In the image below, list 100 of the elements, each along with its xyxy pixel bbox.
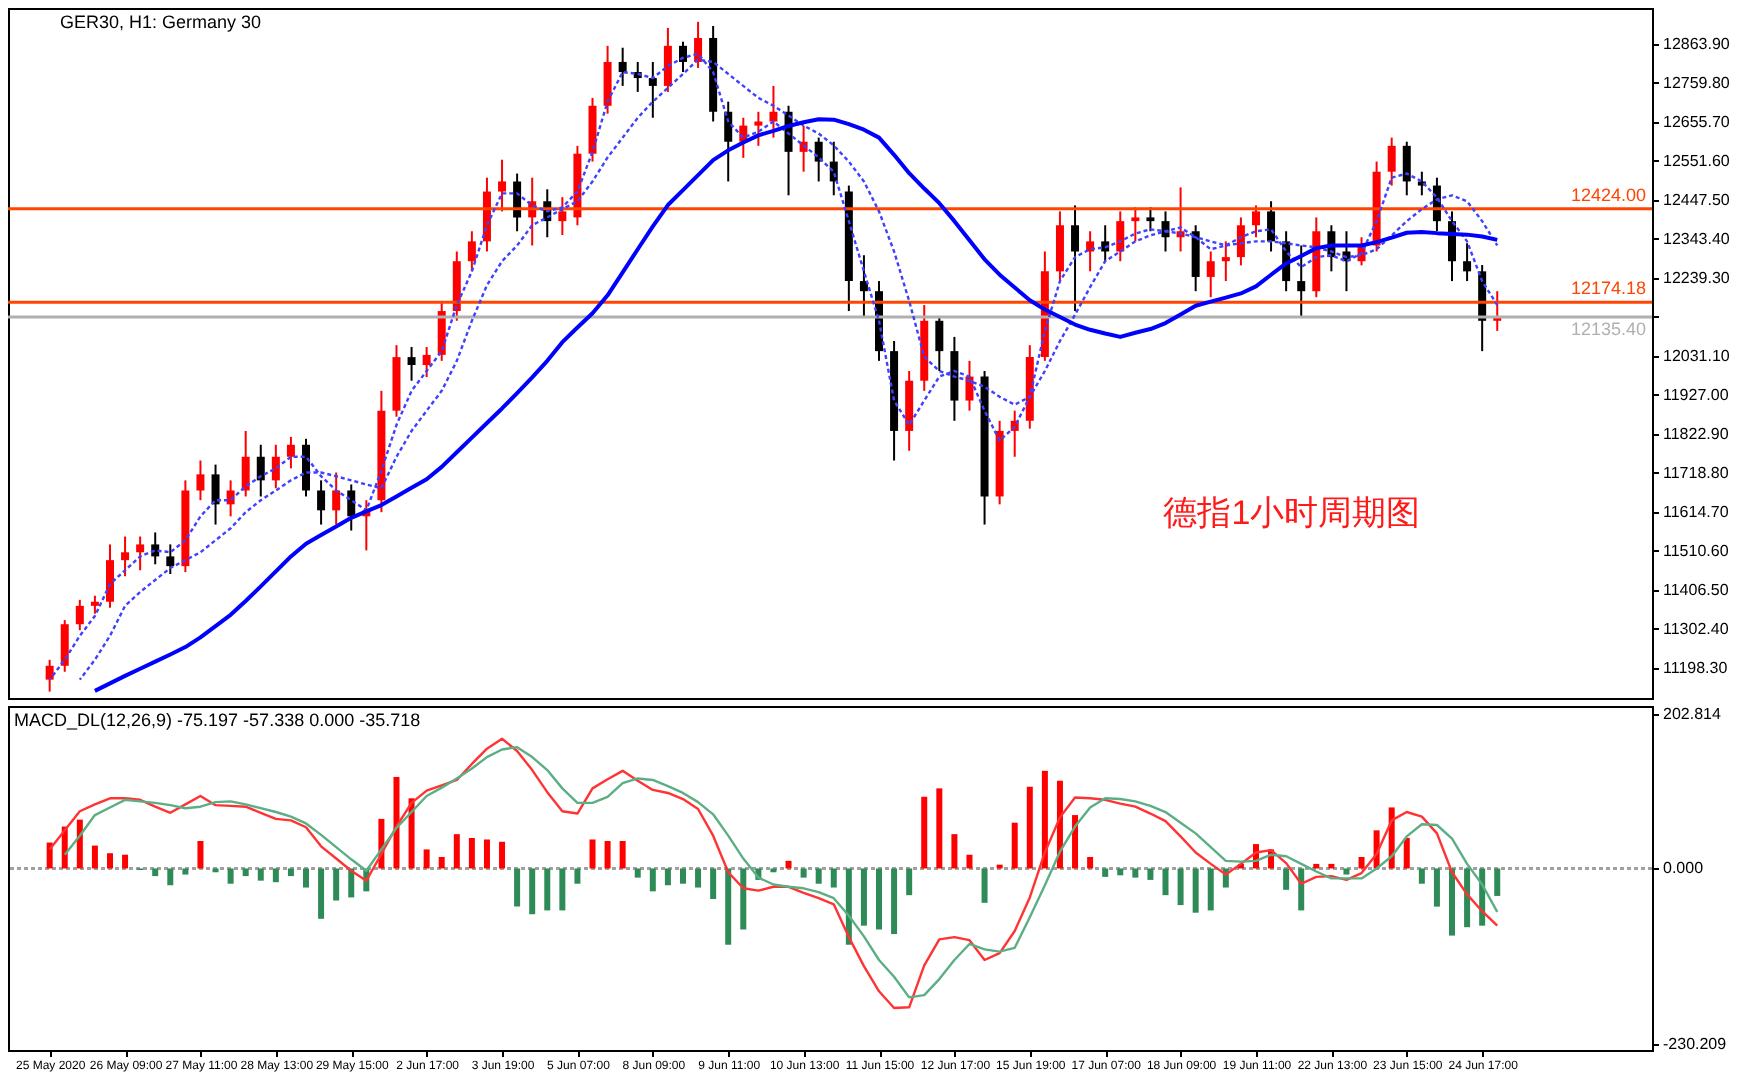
candlestick [558, 196, 567, 236]
bar [1011, 822, 1018, 869]
bar [981, 868, 988, 903]
bar [1358, 857, 1365, 869]
bar [860, 868, 867, 926]
candlestick [317, 479, 326, 526]
candlestick [60, 619, 69, 673]
chart-title: MACD_DL(12,26,9) -75.197 -57.338 0.000 -35.718 [14, 710, 421, 730]
candlestick [498, 158, 507, 213]
y-tick-label: 11614.70 [1663, 502, 1730, 521]
candlestick [754, 110, 763, 147]
y-tick-label: 0.000 [1663, 859, 1705, 878]
bar [1072, 815, 1079, 869]
bar [287, 868, 294, 877]
y-tick-label: 12863.90 [1663, 35, 1731, 53]
bar [483, 839, 490, 869]
bar [152, 868, 159, 877]
bar [876, 868, 883, 930]
candlestick [1191, 224, 1200, 293]
y-tick-label: 12343.40 [1663, 229, 1731, 248]
bar [1418, 868, 1425, 884]
y-tick-label: 12759.80 [1663, 73, 1731, 92]
candlestick [332, 471, 341, 526]
candlestick [724, 100, 733, 183]
bar [921, 796, 928, 869]
bar [529, 868, 536, 915]
candlestick [226, 479, 235, 518]
y-tick-label: 11822.90 [1663, 424, 1730, 443]
y-tick-label: 11510.60 [1663, 541, 1730, 560]
candlestick [935, 315, 944, 372]
candlestick [121, 535, 130, 578]
bar [574, 868, 581, 884]
candlestick [166, 543, 175, 576]
bar [830, 868, 837, 888]
bar [815, 868, 822, 884]
bar [1283, 868, 1290, 890]
bar [318, 868, 325, 919]
bar [891, 868, 898, 935]
bar [1117, 868, 1124, 876]
candlestick [45, 658, 54, 693]
bar [1026, 786, 1033, 869]
candlestick [1463, 242, 1472, 283]
bar [453, 834, 460, 869]
candlestick [422, 346, 431, 378]
candlestick [196, 459, 205, 502]
y-tick-label: -230.209 [1663, 1035, 1728, 1054]
candlestick [105, 543, 114, 609]
annotation: 德指1小时周期图 [1163, 493, 1421, 532]
chart-title: GER30, H1: Germany 30 [60, 12, 262, 32]
bar [272, 868, 279, 883]
bar [1464, 868, 1471, 928]
candlestick [648, 60, 657, 119]
candlestick [814, 136, 823, 183]
bar [514, 868, 521, 907]
y-tick-label: 11198.30 [1663, 658, 1729, 677]
candlestick [618, 46, 627, 87]
candlestick [241, 429, 250, 498]
y-tick-label: 11927.00 [1663, 385, 1730, 404]
bar [182, 868, 189, 875]
bar [740, 868, 747, 930]
candlestick [286, 435, 295, 470]
y-tick-label: 12031.10 [1663, 346, 1731, 365]
bar [1132, 868, 1139, 878]
bar [634, 868, 641, 878]
bar [1207, 868, 1214, 911]
candlestick [1387, 136, 1396, 187]
candlestick [1131, 206, 1140, 243]
ref-line-label: 12135.40 [1570, 318, 1646, 339]
candlestick [678, 40, 687, 74]
candlestick [859, 254, 868, 318]
bar [906, 868, 913, 896]
y-tick-label: 11718.80 [1663, 463, 1730, 482]
bar [619, 841, 626, 869]
candlestick [1116, 210, 1125, 263]
bar [1192, 868, 1199, 913]
candlestick [1402, 140, 1411, 197]
bar [1343, 868, 1350, 875]
bar [649, 868, 656, 892]
candlestick [211, 463, 220, 526]
bar [393, 776, 400, 869]
bar [785, 860, 792, 869]
bar [966, 854, 973, 869]
bar [1102, 868, 1109, 877]
bar [951, 834, 958, 869]
candlestick [1251, 204, 1260, 239]
candlestick [75, 598, 84, 632]
ref-line-label: 12174.18 [1570, 278, 1646, 299]
bar [76, 819, 83, 869]
bar [1162, 868, 1169, 896]
bar [1087, 857, 1094, 869]
candlestick [407, 346, 416, 382]
bar [559, 868, 566, 911]
bar [589, 839, 596, 869]
bar [544, 868, 551, 911]
bar [333, 868, 340, 901]
bar [604, 841, 611, 869]
candlestick [603, 44, 612, 115]
candlestick [1071, 204, 1080, 313]
bar [679, 868, 686, 884]
bar [710, 868, 717, 899]
